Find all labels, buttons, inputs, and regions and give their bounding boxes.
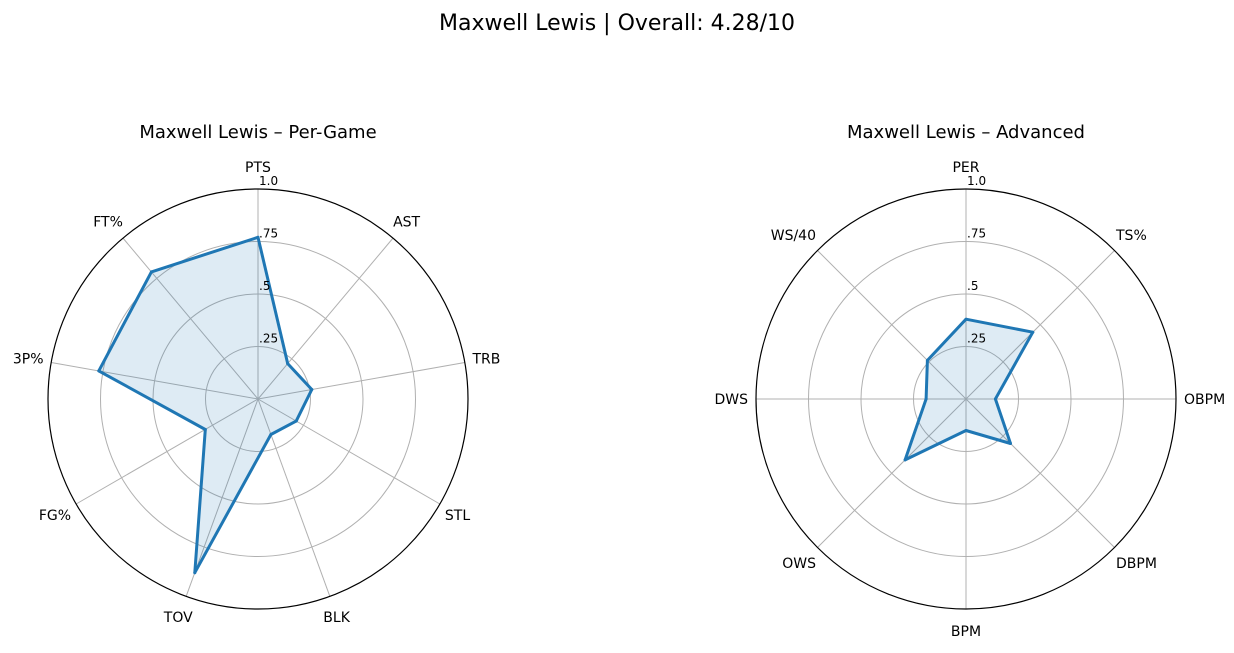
advanced-spoke-dbpm: [965, 398, 1115, 548]
per-game-spoke-trb: [257, 362, 465, 400]
per-game-axis-label-fg-pct: FG%: [39, 508, 71, 524]
advanced-spoke-ts-pct: [965, 250, 1115, 400]
advanced-point-bpm: [964, 429, 968, 432]
advanced-point-ts-pct: [1031, 330, 1035, 334]
per-game-chart-title: Maxwell Lewis – Per-Game: [139, 122, 376, 143]
per-game-point-ft-pct: [149, 270, 153, 274]
advanced-spoke-ows: [817, 398, 967, 548]
per-game-axis-label-3p-pct: 3P%: [13, 352, 44, 368]
advanced-point-per: [964, 317, 968, 321]
per-game-spoke-stl: [257, 398, 441, 505]
per-game-series-area: [98, 237, 312, 573]
per-game-spoke-fg-pct: [75, 398, 259, 505]
advanced-spoke-ws-40: [817, 250, 967, 400]
advanced-chart-title: Maxwell Lewis – Advanced: [847, 122, 1085, 143]
per-game-axis-label-stl: STL: [445, 508, 470, 524]
advanced-point-obpm: [993, 397, 997, 401]
per-game-point-trb: [310, 388, 314, 391]
advanced-axis-label-ts-pct: TS%: [1115, 228, 1147, 244]
per-game-spoke-ast: [257, 237, 394, 400]
advanced-point-ws-40: [925, 358, 929, 362]
advanced-axis-label-obpm: OBPM: [1184, 392, 1225, 408]
per-game-spoke-blk: [257, 398, 331, 597]
advanced-axis-label-per: PER: [952, 160, 979, 176]
advanced-point-dws: [924, 397, 928, 401]
per-game-point-fg-pct: [203, 428, 207, 431]
per-game-point-tov: [193, 571, 197, 575]
per-game-point-stl: [294, 419, 298, 423]
per-game-axis-label-trb: TRB: [472, 352, 501, 368]
per-game-point-blk: [269, 433, 273, 436]
advanced-axis-label-dbpm: DBPM: [1116, 556, 1157, 572]
advanced-series-area: [905, 319, 1033, 460]
per-game-spoke-tov: [185, 398, 259, 597]
advanced-r-tick-label: .5: [967, 279, 978, 293]
per-game-r-tick-label: 1.0: [259, 174, 278, 188]
per-game-r-tick-label: .5: [259, 279, 270, 293]
per-game-axis-label-tov: TOV: [163, 610, 193, 626]
per-game-outer-frame: [47, 188, 469, 610]
per-game-axis-label-ft-pct: FT%: [93, 214, 123, 230]
advanced-r-tick-label: .75: [967, 227, 986, 241]
per-game-axis-label-blk: BLK: [323, 610, 350, 626]
per-game-spoke-ft-pct: [122, 237, 259, 400]
advanced-point-ows: [903, 458, 907, 462]
advanced-axis-label-ws-40: WS/40: [771, 228, 816, 244]
per-game-point-ast: [286, 362, 290, 366]
per-game-point-pts: [256, 235, 260, 239]
advanced-axis-label-ows: OWS: [782, 556, 816, 572]
per-game-axis-label-pts: PTS: [245, 160, 271, 176]
figure-title: Maxwell Lewis | Overall: 4.28/10: [439, 11, 795, 36]
per-game-r-tick-label: .25: [259, 332, 278, 346]
per-game-axis-label-ast: AST: [393, 214, 420, 230]
advanced-r-tick-label: .25: [967, 332, 986, 346]
per-game-point-3p-pct: [97, 369, 101, 373]
advanced-axis-label-bpm: BPM: [951, 624, 981, 640]
advanced-axis-label-dws: DWS: [714, 392, 748, 408]
advanced-outer-frame: [755, 188, 1177, 610]
advanced-point-dbpm: [1009, 442, 1012, 445]
per-game-r-tick-label: .75: [259, 227, 278, 241]
advanced-r-tick-label: 1.0: [967, 174, 986, 188]
per-game-spoke-3p-pct: [51, 362, 259, 400]
per-game-series-line: [97, 235, 314, 575]
